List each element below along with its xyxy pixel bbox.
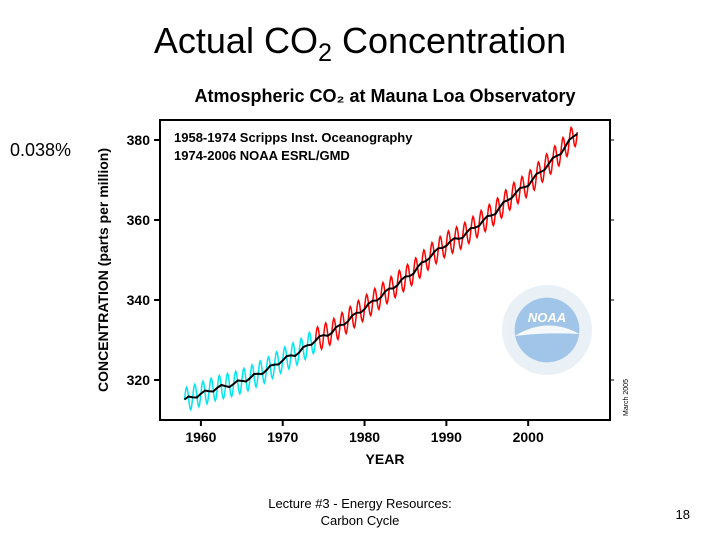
svg-text:1990: 1990 [431,429,462,445]
svg-text:CONCENTRATION (parts per milli: CONCENTRATION (parts per million) [95,148,111,392]
page-number: 18 [676,507,690,522]
svg-text:Atmospheric CO₂ at Mauna Loa O: Atmospheric CO₂ at Mauna Loa Observatory [194,86,575,106]
svg-text:380: 380 [127,132,151,148]
title-post: Concentration [332,20,566,61]
slide-footer: Lecture #3 - Energy Resources: Carbon Cy… [0,496,720,530]
svg-text:360: 360 [127,212,151,228]
title-sub: 2 [318,39,332,67]
svg-text:NOAA: NOAA [528,310,566,325]
svg-text:320: 320 [127,372,151,388]
title-pre: Actual CO [154,20,318,61]
svg-text:YEAR: YEAR [366,451,405,467]
svg-text:1960: 1960 [185,429,216,445]
keeling-curve-chart: Atmospheric CO₂ at Mauna Loa Observatory… [90,80,650,480]
svg-text:2000: 2000 [513,429,544,445]
side-percent-label: 0.038% [10,140,71,161]
svg-text:1974-2006 NOAA ESRL/GMD: 1974-2006 NOAA ESRL/GMD [174,148,350,163]
slide: Actual CO2 Concentration 0.038% Atmosphe… [0,0,720,540]
svg-text:340: 340 [127,292,151,308]
slide-title: Actual CO2 Concentration [0,20,720,68]
footer-line1: Lecture #3 - Energy Resources: [268,496,452,511]
svg-text:1958-1974 Scripps Inst. Oceano: 1958-1974 Scripps Inst. Oceanography [174,130,413,145]
svg-text:March 2005: March 2005 [623,379,630,416]
svg-text:1970: 1970 [267,429,298,445]
footer-line2: Carbon Cycle [321,513,400,528]
chart-svg: Atmospheric CO₂ at Mauna Loa Observatory… [90,80,650,480]
svg-text:1980: 1980 [349,429,380,445]
